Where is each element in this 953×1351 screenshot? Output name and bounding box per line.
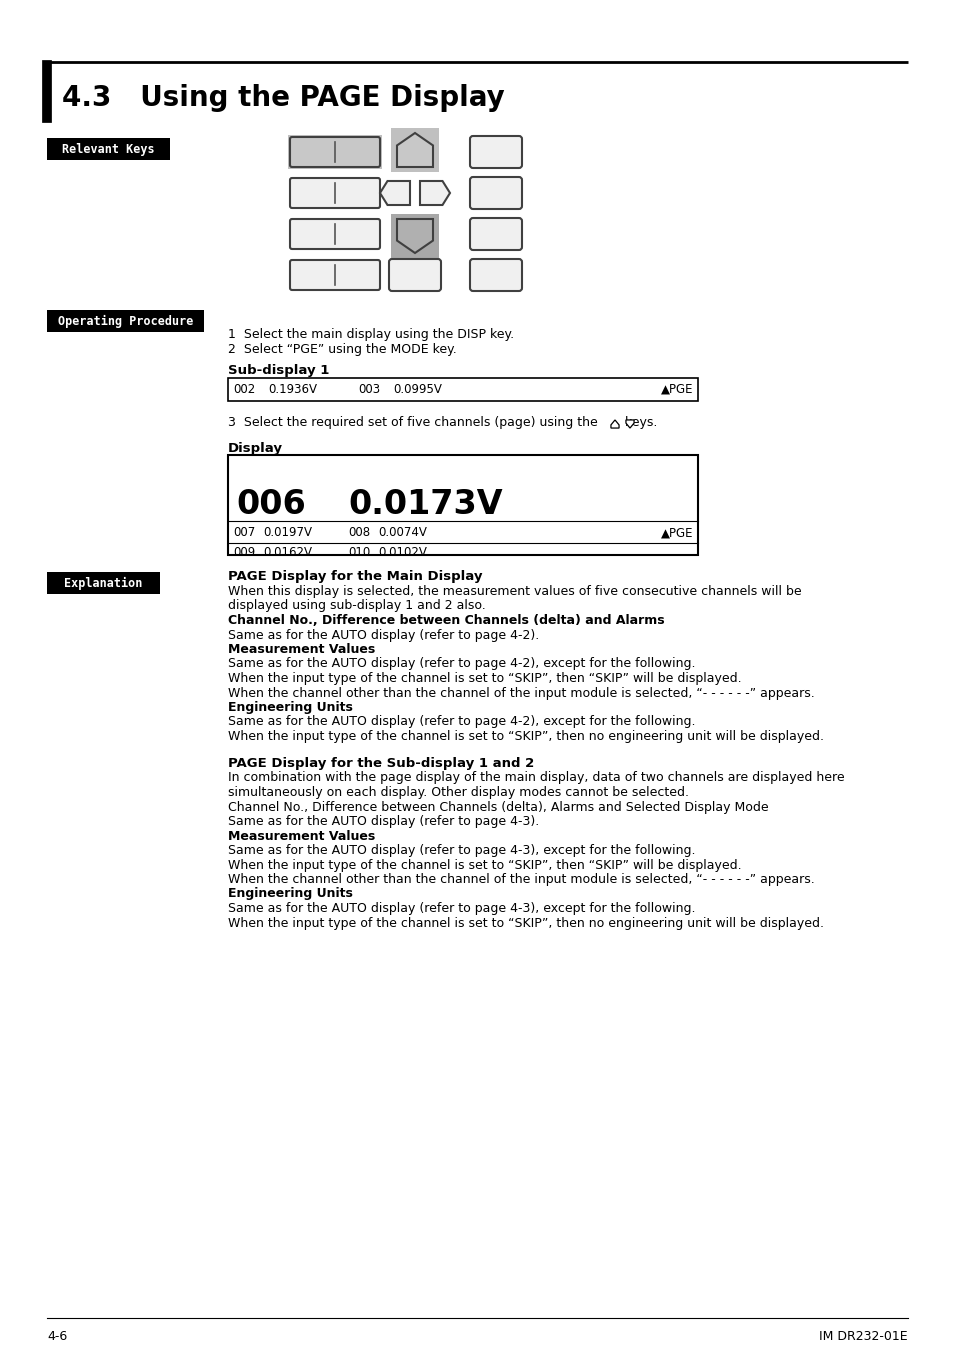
FancyBboxPatch shape bbox=[470, 136, 521, 168]
Text: Relevant Keys: Relevant Keys bbox=[62, 142, 154, 155]
FancyBboxPatch shape bbox=[290, 136, 379, 168]
Text: Channel No., Difference between Channels (delta) and Alarms: Channel No., Difference between Channels… bbox=[228, 613, 664, 627]
Text: 009: 009 bbox=[233, 546, 255, 558]
FancyBboxPatch shape bbox=[470, 218, 521, 250]
Text: 0.0074V: 0.0074V bbox=[377, 527, 426, 539]
Text: 003: 003 bbox=[357, 382, 379, 396]
Text: PAGE Display for the Main Display: PAGE Display for the Main Display bbox=[228, 570, 482, 584]
Bar bbox=[391, 213, 438, 258]
Text: When the input type of the channel is set to “SKIP”, then no engineering unit wi: When the input type of the channel is se… bbox=[228, 730, 823, 743]
Bar bbox=[47, 309, 204, 332]
Text: Operating Procedure: Operating Procedure bbox=[58, 315, 193, 327]
Text: Same as for the AUTO display (refer to page 4-2), except for the following.: Same as for the AUTO display (refer to p… bbox=[228, 658, 695, 670]
Text: Measurement Values: Measurement Values bbox=[228, 643, 375, 657]
Text: 0.0995V: 0.0995V bbox=[393, 382, 441, 396]
Text: Explanation: Explanation bbox=[64, 577, 143, 589]
Text: When this display is selected, the measurement values of five consecutive channe: When this display is selected, the measu… bbox=[228, 585, 801, 598]
Text: 006: 006 bbox=[235, 489, 305, 521]
Text: Sub-display 1: Sub-display 1 bbox=[228, 363, 329, 377]
Polygon shape bbox=[379, 181, 410, 205]
FancyBboxPatch shape bbox=[290, 178, 379, 208]
FancyBboxPatch shape bbox=[290, 219, 379, 249]
Text: PAGE Display for the Sub-display 1 and 2: PAGE Display for the Sub-display 1 and 2 bbox=[228, 757, 534, 770]
Text: Same as for the AUTO display (refer to page 4-2).: Same as for the AUTO display (refer to p… bbox=[228, 628, 538, 642]
Bar bbox=[288, 135, 381, 169]
Text: 007: 007 bbox=[233, 527, 255, 539]
Text: When the input type of the channel is set to “SKIP”, then no engineering unit wi: When the input type of the channel is se… bbox=[228, 916, 823, 929]
Polygon shape bbox=[625, 420, 634, 428]
Text: Same as for the AUTO display (refer to page 4-3), except for the following.: Same as for the AUTO display (refer to p… bbox=[228, 844, 695, 857]
Text: 4.3   Using the PAGE Display: 4.3 Using the PAGE Display bbox=[62, 84, 504, 112]
Text: When the channel other than the channel of the input module is selected, “- - - : When the channel other than the channel … bbox=[228, 686, 814, 700]
Text: displayed using sub-display 1 and 2 also.: displayed using sub-display 1 and 2 also… bbox=[228, 600, 485, 612]
Text: 010: 010 bbox=[348, 546, 370, 558]
Text: 002: 002 bbox=[233, 382, 255, 396]
Text: Same as for the AUTO display (refer to page 4-3), except for the following.: Same as for the AUTO display (refer to p… bbox=[228, 902, 695, 915]
Text: In combination with the page display of the main display, data of two channels a: In combination with the page display of … bbox=[228, 771, 843, 785]
Text: 0.0173V: 0.0173V bbox=[348, 489, 502, 521]
Polygon shape bbox=[419, 181, 450, 205]
Text: Engineering Units: Engineering Units bbox=[228, 888, 353, 901]
Text: 0.1936V: 0.1936V bbox=[268, 382, 316, 396]
FancyBboxPatch shape bbox=[470, 177, 521, 209]
Text: 008: 008 bbox=[348, 527, 370, 539]
Text: Display: Display bbox=[228, 442, 283, 455]
Text: 4-6: 4-6 bbox=[47, 1329, 67, 1343]
Text: simultaneously on each display. Other display modes cannot be selected.: simultaneously on each display. Other di… bbox=[228, 786, 688, 798]
Polygon shape bbox=[610, 420, 618, 428]
Text: 2  Select “PGE” using the MODE key.: 2 Select “PGE” using the MODE key. bbox=[228, 343, 456, 357]
Text: Channel No., Difference between Channels (delta), Alarms and Selected Display Mo: Channel No., Difference between Channels… bbox=[228, 801, 768, 813]
Text: 0.0162V: 0.0162V bbox=[263, 546, 312, 558]
FancyBboxPatch shape bbox=[389, 259, 440, 290]
Text: 0.0197V: 0.0197V bbox=[263, 527, 312, 539]
Text: When the input type of the channel is set to “SKIP”, then “SKIP” will be display: When the input type of the channel is se… bbox=[228, 858, 740, 871]
Bar bbox=[47, 138, 170, 159]
Text: IM DR232-01E: IM DR232-01E bbox=[819, 1329, 907, 1343]
Text: keys.: keys. bbox=[620, 416, 657, 430]
Bar bbox=[391, 128, 438, 172]
Text: 0.0102V: 0.0102V bbox=[377, 546, 426, 558]
FancyBboxPatch shape bbox=[470, 259, 521, 290]
Text: Engineering Units: Engineering Units bbox=[228, 701, 353, 713]
Text: When the channel other than the channel of the input module is selected, “- - - : When the channel other than the channel … bbox=[228, 873, 814, 886]
Text: Same as for the AUTO display (refer to page 4-3).: Same as for the AUTO display (refer to p… bbox=[228, 815, 538, 828]
Polygon shape bbox=[396, 132, 433, 168]
Text: ▲PGE: ▲PGE bbox=[659, 527, 692, 539]
Polygon shape bbox=[396, 219, 433, 253]
FancyBboxPatch shape bbox=[290, 259, 379, 290]
Bar bbox=[47, 571, 160, 594]
Text: 3  Select the required set of five channels (page) using the: 3 Select the required set of five channe… bbox=[228, 416, 598, 430]
Text: Measurement Values: Measurement Values bbox=[228, 830, 375, 843]
Text: 1  Select the main display using the DISP key.: 1 Select the main display using the DISP… bbox=[228, 328, 514, 340]
Text: ▲PGE: ▲PGE bbox=[659, 382, 692, 396]
Text: Same as for the AUTO display (refer to page 4-2), except for the following.: Same as for the AUTO display (refer to p… bbox=[228, 716, 695, 728]
Bar bbox=[228, 378, 698, 401]
Bar bbox=[228, 455, 698, 555]
Text: When the input type of the channel is set to “SKIP”, then “SKIP” will be display: When the input type of the channel is se… bbox=[228, 671, 740, 685]
